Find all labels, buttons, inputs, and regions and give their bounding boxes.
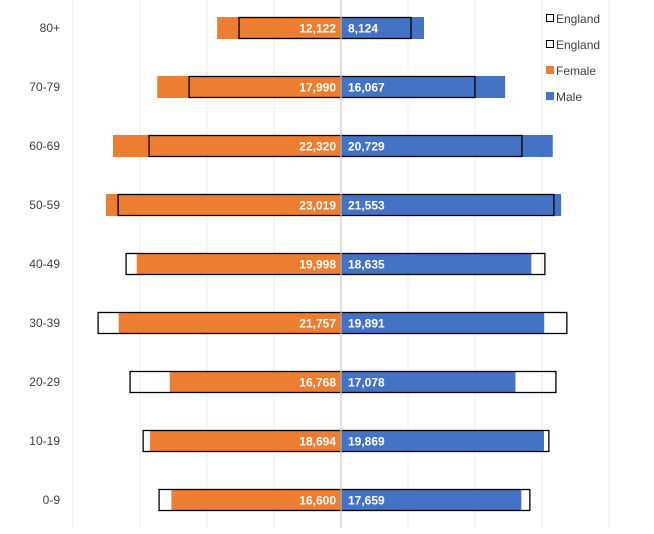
legend-marker-outline [546,14,554,22]
legend-label: England [556,38,600,52]
legend-marker-outline [546,40,554,48]
data-label-female: 18,694 [299,435,336,449]
bar-male [341,489,522,511]
category-label: 30-39 [29,316,60,330]
data-label-female: 16,768 [299,376,336,390]
bar-female [113,135,341,157]
data-label-male: 18,635 [348,258,385,272]
data-label-female: 19,998 [299,258,336,272]
data-label-male: 17,659 [348,494,385,508]
bar-male [341,253,532,275]
data-label-male: 8,124 [348,22,378,36]
legend-item: England [546,38,600,52]
data-label-male: 19,869 [348,435,385,449]
legend-label: Female [556,64,596,78]
category-label: 50-59 [29,198,60,212]
bar-female [169,371,341,393]
bar-female [118,312,342,334]
data-label-male: 16,067 [348,81,385,95]
data-label-female: 23,019 [299,199,336,213]
data-label-female: 21,757 [299,317,336,331]
category-label: 70-79 [29,80,60,94]
category-labels: 80+ 70-79 60-69 50-59 40-49 30-39 20-29 10-19 0-… [29,21,60,507]
data-label-male: 20,729 [348,140,385,154]
bar-female [136,253,341,275]
bar-male [341,76,506,98]
data-label-male: 19,891 [348,317,385,331]
legend-marker-filled [546,92,554,100]
bar-female [150,430,341,452]
category-label: 20-29 [29,375,60,389]
legend-item: England [546,12,600,26]
data-label-male: 17,078 [348,376,385,390]
category-label: 40-49 [29,257,60,271]
data-label-female: 12,122 [299,22,336,36]
bar-male [341,312,545,334]
legend-marker-filled [546,66,554,74]
data-label-male: 21,553 [348,199,385,213]
bar-male [341,17,424,39]
category-label: 60-69 [29,139,60,153]
bar-male [341,194,562,216]
category-label: 10-19 [29,434,60,448]
legend-item: Female [546,64,596,78]
legend-item: Male [546,90,582,104]
bar-male [341,371,516,393]
legend-label: England [556,12,600,26]
bar-male [341,135,553,157]
category-label: 0-9 [43,493,61,507]
bar-female [157,76,341,98]
category-label: 80+ [40,21,60,35]
legend: England England Female Male [546,12,600,104]
data-label-female: 22,320 [299,140,336,154]
bar-female [105,194,341,216]
bar-female [171,489,341,511]
bar-female [217,17,341,39]
legend-label: Male [556,90,582,104]
bars: 12,122 8,124 17,990 16,067 22,320 20,729 23,01… [97,0,568,528]
data-label-female: 16,600 [299,494,336,508]
data-label-female: 17,990 [299,81,336,95]
bar-male [341,430,544,452]
